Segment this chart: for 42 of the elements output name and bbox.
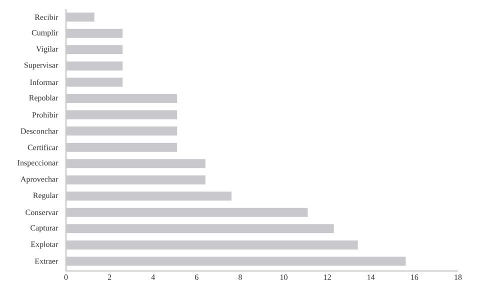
y-tick-label: Recibir xyxy=(34,14,58,20)
y-tick-label: Cumplir xyxy=(32,30,58,38)
bar xyxy=(66,175,206,184)
x-tick-label: 6 xyxy=(195,274,198,280)
x-tick-label: 14 xyxy=(368,274,375,280)
y-tick-label: Repoblar xyxy=(29,94,58,102)
bar xyxy=(66,110,178,120)
x-tick-label: 2 xyxy=(108,274,112,280)
x-tick-label: 0 xyxy=(64,274,68,280)
y-tick-label: Explotar xyxy=(30,241,58,249)
y-tick-label: Capturar xyxy=(30,225,58,232)
bar xyxy=(66,192,232,201)
bar xyxy=(66,208,308,217)
bar xyxy=(66,126,178,136)
bar xyxy=(66,45,123,54)
y-tick-label: Extraer xyxy=(34,258,58,264)
bar xyxy=(66,28,123,38)
x-tick-label: 12 xyxy=(324,274,331,280)
y-tick-label: Certificar xyxy=(28,144,58,150)
bar xyxy=(66,12,94,22)
y-tick-label: Conservar xyxy=(26,210,58,216)
bar xyxy=(66,159,206,168)
y-tick-label: Supervisar xyxy=(24,62,58,70)
bar xyxy=(66,240,358,250)
x-tick-label: 18 xyxy=(454,274,462,280)
y-tick-label: Informar xyxy=(30,79,58,86)
y-tick-label: Inspeccionar xyxy=(18,160,58,168)
bar xyxy=(66,224,334,234)
y-tick-label: Vigilar xyxy=(36,46,58,54)
x-tick-label: 10 xyxy=(280,274,288,280)
bar xyxy=(66,61,123,70)
y-tick-label: Aprovechar xyxy=(20,176,58,184)
bar xyxy=(66,94,178,103)
y-tick-label: Desconchar xyxy=(20,128,58,134)
y-tick-label: Regular xyxy=(33,192,58,200)
bar xyxy=(66,142,178,152)
bar xyxy=(66,256,406,266)
x-tick-label: 4 xyxy=(151,274,155,280)
x-tick-label: 8 xyxy=(238,274,242,280)
x-tick-label: 16 xyxy=(411,274,418,280)
y-tick-label: Prohibir xyxy=(32,112,58,118)
bar xyxy=(66,78,123,87)
